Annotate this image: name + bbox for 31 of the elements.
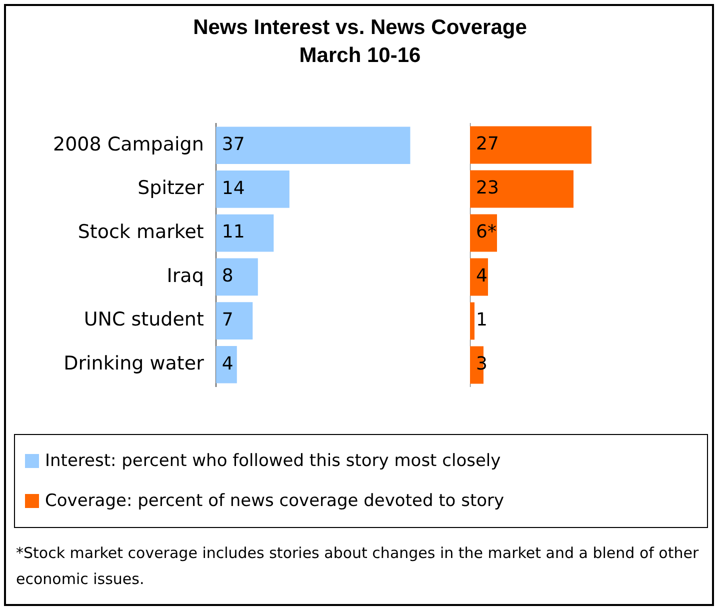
data-label: 23 [476, 178, 499, 199]
bar [470, 170, 574, 208]
bar [216, 346, 237, 384]
bar [216, 302, 253, 340]
y-tick-label: UNC student [84, 308, 204, 331]
bar [470, 126, 592, 164]
y-tick-label: Iraq [166, 264, 204, 287]
data-label: 7 [222, 309, 234, 330]
y-tick-label: Spitzer [138, 177, 204, 200]
bar [216, 126, 410, 164]
data-label: 14 [222, 178, 245, 199]
y-tick-label: Drinking water [64, 352, 204, 375]
legend-label: Coverage: percent of news coverage devoted to story [45, 491, 504, 511]
data-label: 4 [222, 353, 234, 374]
y-tick-label: Stock market [78, 221, 204, 244]
data-label: 27 [476, 134, 499, 155]
data-label: 1 [476, 310, 488, 331]
data-label: 37 [222, 134, 245, 156]
text: *Stock market coverage includes stories about changes in the market and a blend of other economic issues. [16, 543, 700, 590]
legend-label: Interest: percent who followed this story most closely [45, 451, 501, 471]
bar [216, 214, 274, 252]
data-label: 6* [476, 222, 496, 243]
bar [216, 258, 258, 296]
bar [216, 170, 290, 208]
chart-subtitle: March 10-16 [298, 43, 422, 69]
data-label: 11 [222, 222, 245, 243]
chart-title: News Interest vs. News Coverage [192, 15, 528, 41]
y-tick-label: 2008 Campaign [52, 133, 204, 156]
bar [470, 302, 474, 340]
data-label: 4 [476, 266, 488, 287]
data-label: 8 [222, 266, 234, 287]
